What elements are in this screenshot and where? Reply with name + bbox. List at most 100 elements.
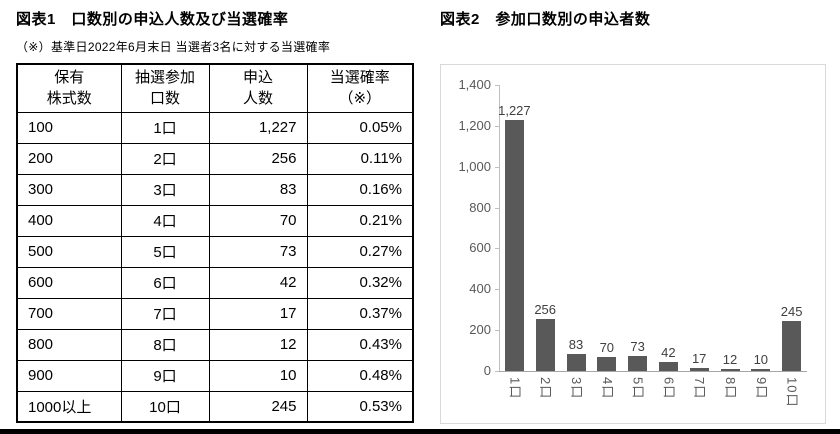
table-cell: 0.16% xyxy=(306,173,414,206)
table-header-cell: 申込 人数 xyxy=(208,63,308,113)
y-axis-tick-label: 400 xyxy=(469,281,491,297)
table-cell: 800 xyxy=(16,328,122,361)
bar-value-label: 256 xyxy=(534,302,557,317)
chart-bar xyxy=(628,356,648,371)
table-cell: 256 xyxy=(208,142,308,175)
chart-bar xyxy=(782,321,802,371)
x-axis-category-label: 10口 xyxy=(784,377,800,408)
table-cell: 0.21% xyxy=(306,204,414,237)
y-axis-tick-label: 1,000 xyxy=(458,158,491,174)
x-axis-category-label: 1口 xyxy=(507,377,523,400)
table-cell: 17 xyxy=(208,297,308,330)
x-axis-category-label: 8口 xyxy=(723,377,738,400)
table-cell: 200 xyxy=(16,142,122,175)
x-axis-category-label: 2口 xyxy=(538,377,554,400)
table-cell: 0.11% xyxy=(306,142,414,175)
table-row: 300 3口 83 0.16% xyxy=(16,173,414,206)
table-header-cell: 抽選参加 口数 xyxy=(120,63,210,113)
table-row: 600 6口 42 0.32% xyxy=(16,266,414,299)
bar-value-label: 245 xyxy=(780,304,803,319)
table-row: 800 8口 12 0.43% xyxy=(16,328,414,361)
table-cell: 8口 xyxy=(120,328,210,361)
figure1-section: 図表1 口数別の申込人数及び当選確率 （※）基準日2022年6月末日 当選者3名… xyxy=(16,8,426,423)
y-axis-tick-label: 200 xyxy=(469,322,491,338)
y-axis-tick-mark xyxy=(495,125,499,127)
y-axis-line xyxy=(499,85,500,371)
table-header-cell: 保有 株式数 xyxy=(16,63,122,113)
chart-bar xyxy=(751,369,771,371)
figure1-note: （※）基準日2022年6月末日 当選者3名に対する当選確率 xyxy=(16,40,331,54)
y-axis-tick-label: 600 xyxy=(469,240,491,256)
x-axis-category-label: 3口 xyxy=(569,377,584,400)
y-axis-tick-mark xyxy=(495,371,499,372)
bottom-edge xyxy=(0,429,840,434)
bar-value-label: 10 xyxy=(753,352,769,367)
table-cell: 10口 xyxy=(120,390,210,423)
table-cell: 9口 xyxy=(120,359,210,392)
table-row: 100 1口 1,227 0.05% xyxy=(16,111,414,144)
y-axis-tick-mark xyxy=(495,207,499,209)
table-cell: 0.48% xyxy=(306,359,414,392)
x-axis-category-label: 5口 xyxy=(630,377,646,400)
table-cell: 900 xyxy=(16,359,122,392)
bar-value-label: 1,227 xyxy=(498,103,531,118)
y-axis-tick-label: 1,400 xyxy=(458,77,491,92)
bar-value-label: 17 xyxy=(691,351,707,366)
table-cell: 0.43% xyxy=(306,328,414,361)
table-row: 700 7口 17 0.37% xyxy=(16,297,414,330)
figure1-title: 図表1 口数別の申込人数及び当選確率 xyxy=(16,11,289,28)
table-cell: 0.27% xyxy=(306,235,414,268)
bar-chart: 0 200 400 600 800 1,000 1,200 1,400 1,227 1口 256 2口… xyxy=(440,64,826,424)
table-cell: 2口 xyxy=(120,142,210,175)
x-axis-line xyxy=(499,371,807,372)
table-cell: 400 xyxy=(16,204,122,237)
table-row: 400 4口 70 0.21% xyxy=(16,204,414,237)
table-row: 200 2口 256 0.11% xyxy=(16,142,414,175)
table-cell: 70 xyxy=(208,204,308,237)
table-cell: 500 xyxy=(16,235,122,268)
y-axis-tick-label: 0 xyxy=(483,363,491,378)
table-cell: 6口 xyxy=(120,266,210,299)
bar-value-label: 83 xyxy=(568,337,584,352)
figure2-title: 図表2 参加口数別の申込者数 xyxy=(440,11,651,28)
table-cell: 3口 xyxy=(120,173,210,206)
bar-value-label: 12 xyxy=(722,352,738,367)
table-cell: 100 xyxy=(16,111,122,144)
y-axis-tick-mark xyxy=(495,166,499,168)
chart-bar xyxy=(566,354,586,371)
table-cell: 73 xyxy=(208,235,308,268)
table-cell: 0.32% xyxy=(306,266,414,299)
table-cell: 1,227 xyxy=(208,111,308,144)
table-cell: 10 xyxy=(208,359,308,392)
chart-bar xyxy=(597,357,617,371)
y-axis-tick-mark xyxy=(495,330,499,332)
table-cell: 5口 xyxy=(120,235,210,268)
x-axis-category-label: 6口 xyxy=(661,377,677,400)
table-cell: 1000以上 xyxy=(16,390,122,423)
table-cell: 245 xyxy=(208,390,308,423)
bar-value-label: 73 xyxy=(630,339,645,354)
application-table: 保有 株式数 抽選参加 口数 申込 人数 当選確率 （※） 100 1口 1,227 0.0… xyxy=(16,63,414,423)
table-header-row: 保有 株式数 抽選参加 口数 申込 人数 当選確率 （※） xyxy=(16,63,414,113)
table-cell: 600 xyxy=(16,266,122,299)
table-cell: 4口 xyxy=(120,204,210,237)
y-axis-tick-mark xyxy=(495,85,499,86)
table-row: 500 5口 73 0.27% xyxy=(16,235,414,268)
y-axis-tick-mark xyxy=(495,289,499,291)
table-cell: 700 xyxy=(16,297,122,330)
table-cell: 1口 xyxy=(120,111,210,144)
chart-bar xyxy=(720,369,740,371)
y-axis-tick-label: 1,200 xyxy=(458,117,491,133)
table-cell: 0.53% xyxy=(306,390,414,423)
table-body: 100 1口 1,227 0.05% 200 2口 256 0.11% 300 3口 83 0.16%… xyxy=(16,111,414,423)
chart-bar xyxy=(504,120,524,371)
table-cell: 0.37% xyxy=(306,297,414,330)
y-axis-tick-label: 800 xyxy=(469,199,491,215)
x-axis-category-label: 7口 xyxy=(692,377,708,400)
chart-bar xyxy=(689,368,709,371)
table-cell: 300 xyxy=(16,173,122,206)
chart-bar xyxy=(658,362,678,371)
table-cell: 83 xyxy=(208,173,308,206)
bar-value-label: 70 xyxy=(599,340,615,355)
